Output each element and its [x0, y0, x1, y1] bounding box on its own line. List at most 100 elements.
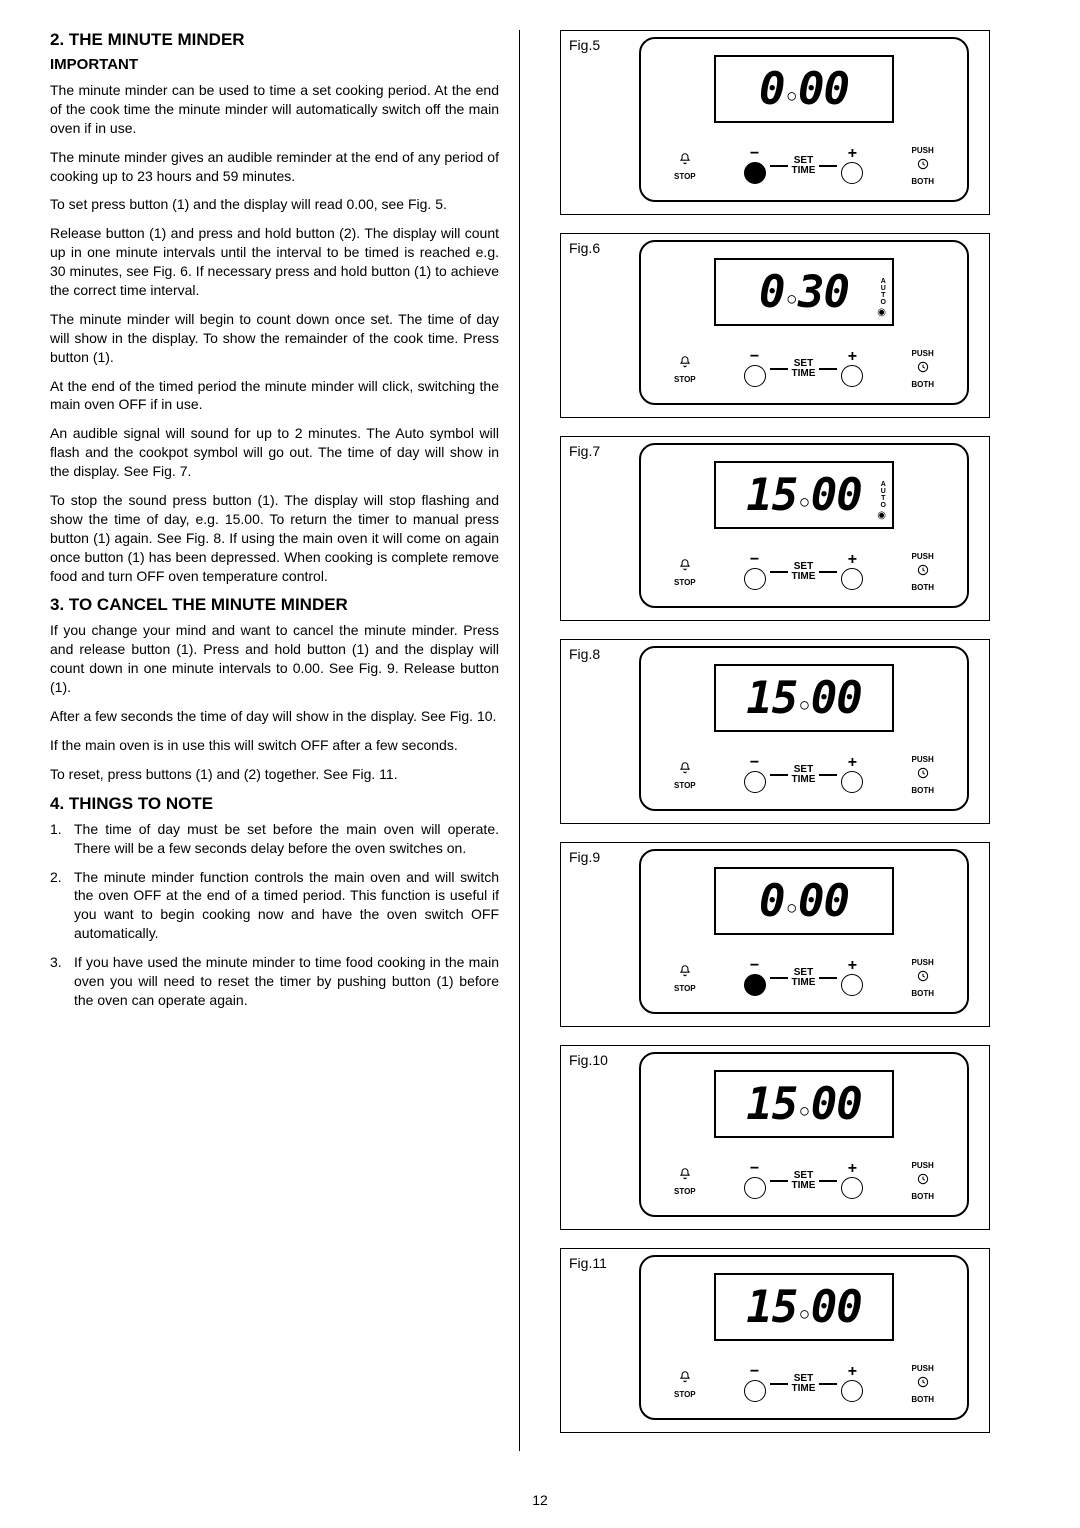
plus-button-group: +	[841, 554, 863, 590]
page-number: 12	[532, 1492, 548, 1508]
plus-button[interactable]	[841, 365, 863, 387]
clock-icon	[916, 563, 930, 581]
para: To reset, press buttons (1) and (2) toge…	[50, 765, 499, 784]
list-item: 3.If you have used the minute minder to …	[50, 953, 499, 1010]
figure-box: Fig.8 15○00 STOP −	[560, 639, 990, 824]
dash	[819, 368, 837, 370]
dash	[770, 1383, 788, 1385]
minus-button[interactable]	[744, 568, 766, 590]
plus-button[interactable]	[841, 974, 863, 996]
both-label: BOTH	[911, 1192, 934, 1201]
clock-icon	[916, 969, 930, 987]
timer-digits: 0○00	[759, 876, 849, 927]
para: To set press button (1) and the display …	[50, 195, 499, 214]
cookpot-icon: ◉	[877, 307, 886, 318]
para: An audible signal will sound for up to 2…	[50, 424, 499, 481]
minus-label: −	[750, 960, 759, 972]
minus-label: −	[750, 757, 759, 769]
minus-button-group: −	[744, 351, 766, 387]
stop-label: STOP	[674, 1390, 696, 1399]
both-label: BOTH	[911, 177, 934, 186]
timer-digits: 15○00	[746, 470, 861, 521]
both-label: BOTH	[911, 786, 934, 795]
auto-indicator: AUTO	[881, 278, 886, 306]
both-label: BOTH	[911, 583, 934, 592]
minus-button[interactable]	[744, 1177, 766, 1199]
figure-label: Fig.8	[569, 646, 600, 662]
plus-button[interactable]	[841, 568, 863, 590]
stop-button-group: STOP	[674, 1370, 696, 1399]
para: The minute minder gives an audible remin…	[50, 148, 499, 186]
para: If you change your mind and want to canc…	[50, 621, 499, 697]
set-time-label: SETTIME	[792, 765, 816, 785]
dash	[770, 774, 788, 776]
push-label: PUSH	[912, 1161, 934, 1170]
section-3-title: 3. TO CANCEL THE MINUTE MINDER	[50, 595, 499, 615]
both-label: BOTH	[911, 989, 934, 998]
both-button-group: PUSH BOTH	[911, 1364, 934, 1404]
timer-display: 15○00	[714, 1273, 894, 1341]
section-2-title: 2. THE MINUTE MINDER	[50, 30, 499, 50]
timer-panel: 15○00 AUTO◉ STOP − SETTIME	[639, 443, 969, 608]
timer-digits: 0○00	[759, 64, 849, 115]
figure-box: Fig.10 15○00 STOP −	[560, 1045, 990, 1230]
push-label: PUSH	[912, 755, 934, 764]
dash	[819, 1383, 837, 1385]
plus-label: +	[848, 1366, 857, 1378]
bell-icon	[678, 964, 692, 982]
minus-label: −	[750, 148, 759, 160]
minus-button-group: −	[744, 148, 766, 184]
right-column: Fig.5 0○00 STOP −	[550, 30, 1030, 1451]
para: If the main oven is in use this will swi…	[50, 736, 499, 755]
minus-button[interactable]	[744, 1380, 766, 1402]
plus-button[interactable]	[841, 162, 863, 184]
dash	[770, 977, 788, 979]
minus-button-group: −	[744, 1366, 766, 1402]
timer-panel: 15○00 STOP − SETTIME	[639, 646, 969, 811]
timer-panel: 15○00 STOP − SETTIME	[639, 1255, 969, 1420]
plus-button[interactable]	[841, 771, 863, 793]
stop-button-group: STOP	[674, 964, 696, 993]
timer-controls: STOP − SETTIME +	[674, 1364, 934, 1404]
clock-icon	[916, 360, 930, 378]
para: After a few seconds the time of day will…	[50, 707, 499, 726]
minus-button[interactable]	[744, 365, 766, 387]
plus-button-group: +	[841, 1366, 863, 1402]
list-item: 2.The minute minder function controls th…	[50, 868, 499, 944]
stop-label: STOP	[674, 984, 696, 993]
stop-label: STOP	[674, 578, 696, 587]
figure-box: Fig.7 15○00 AUTO◉ STOP −	[560, 436, 990, 621]
minus-button[interactable]	[744, 974, 766, 996]
plus-button[interactable]	[841, 1177, 863, 1199]
bell-icon	[678, 761, 692, 779]
push-label: PUSH	[912, 146, 934, 155]
plus-label: +	[848, 1163, 857, 1175]
minus-button[interactable]	[744, 771, 766, 793]
timer-display: 0○00	[714, 867, 894, 935]
figure-box: Fig.6 0○30 AUTO◉ STOP −	[560, 233, 990, 418]
stop-label: STOP	[674, 172, 696, 181]
both-button-group: PUSH BOTH	[911, 958, 934, 998]
minus-button[interactable]	[744, 162, 766, 184]
important-heading: IMPORTANT	[50, 56, 499, 73]
both-label: BOTH	[911, 380, 934, 389]
timer-digits: 15○00	[746, 673, 861, 724]
plus-button-group: +	[841, 757, 863, 793]
clock-icon	[916, 766, 930, 784]
figure-box: Fig.5 0○00 STOP −	[560, 30, 990, 215]
timer-panel: 0○30 AUTO◉ STOP − SETTIME	[639, 240, 969, 405]
timer-controls: STOP − SETTIME +	[674, 552, 934, 592]
figure-label: Fig.11	[569, 1255, 607, 1271]
dash	[819, 1180, 837, 1182]
minus-button-group: −	[744, 757, 766, 793]
figure-label: Fig.7	[569, 443, 600, 459]
plus-button[interactable]	[841, 1380, 863, 1402]
timer-digits: 15○00	[746, 1079, 861, 1130]
plus-label: +	[848, 148, 857, 160]
para: The minute minder will begin to count do…	[50, 310, 499, 367]
stop-button-group: STOP	[674, 355, 696, 384]
timer-display: 0○30 AUTO◉	[714, 258, 894, 326]
bell-icon	[678, 1167, 692, 1185]
plus-label: +	[848, 960, 857, 972]
stop-button-group: STOP	[674, 558, 696, 587]
